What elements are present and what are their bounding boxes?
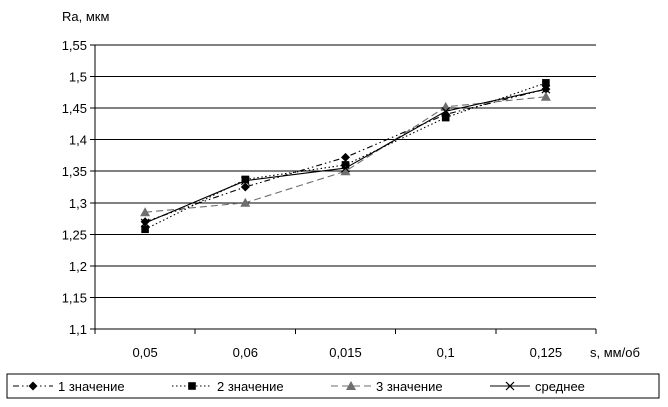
data-point xyxy=(341,161,350,169)
x-tick-label: 0,125 xyxy=(530,345,563,360)
y-tick-label: 1,2 xyxy=(69,259,87,274)
legend-marker xyxy=(505,381,515,391)
y-tick-label: 1,15 xyxy=(62,290,87,305)
x-axis-title: s, мм/об xyxy=(590,345,640,360)
y-tick-label: 1,1 xyxy=(69,322,87,337)
y-tick-label: 1,5 xyxy=(69,70,87,85)
data-point xyxy=(240,182,250,192)
y-tick-labels: 1,1 1,15 1,2 1,25 1,3 1,35 1,4 1,45 1,5 1,55 xyxy=(62,38,87,337)
x-tick-label: 0,05 xyxy=(132,345,157,360)
data-point xyxy=(341,163,350,173)
data-point xyxy=(441,106,451,116)
data-point xyxy=(240,197,251,207)
y-axis-title: Ra, мкм xyxy=(62,9,109,24)
gridlines xyxy=(95,44,596,330)
data-point xyxy=(140,217,150,227)
y-tick-label: 1,45 xyxy=(62,101,87,116)
axes xyxy=(90,44,597,334)
legend-label: 1 значение xyxy=(58,379,125,394)
y-tick-label: 1,55 xyxy=(62,38,87,53)
data-point xyxy=(440,101,451,111)
data-point xyxy=(540,91,551,101)
y-tick-label: 1,35 xyxy=(62,164,87,179)
y-tick-label: 1,4 xyxy=(69,133,87,148)
data-point xyxy=(541,84,551,94)
legend-label: среднее xyxy=(535,379,585,394)
data-point xyxy=(241,175,250,184)
data-point xyxy=(140,218,150,228)
y-tick-label: 1,3 xyxy=(69,196,87,211)
data-point xyxy=(441,113,450,122)
legend-label: 3 значение xyxy=(376,379,443,394)
x-tick-label: 0,1 xyxy=(437,345,455,360)
data-point xyxy=(340,166,351,176)
x-tick-label: 0,06 xyxy=(233,345,258,360)
data-point xyxy=(542,79,550,87)
legend-label: 2 значение xyxy=(217,379,284,394)
data-point xyxy=(240,176,250,186)
x-tick-labels: 0,05 0,06 0,015 0,1 0,125 xyxy=(132,345,562,360)
legend-marker xyxy=(28,381,38,391)
legend-marker xyxy=(346,381,356,390)
data-point xyxy=(141,225,149,234)
legend: 1 значение 2 значение 3 значение среднее xyxy=(6,373,660,399)
data-point xyxy=(140,207,151,217)
data-point xyxy=(341,152,350,162)
series-layer xyxy=(140,79,551,234)
y-tick-label: 1,25 xyxy=(62,227,87,242)
legend-marker xyxy=(188,382,196,390)
x-tick-label: 0,015 xyxy=(329,345,362,360)
